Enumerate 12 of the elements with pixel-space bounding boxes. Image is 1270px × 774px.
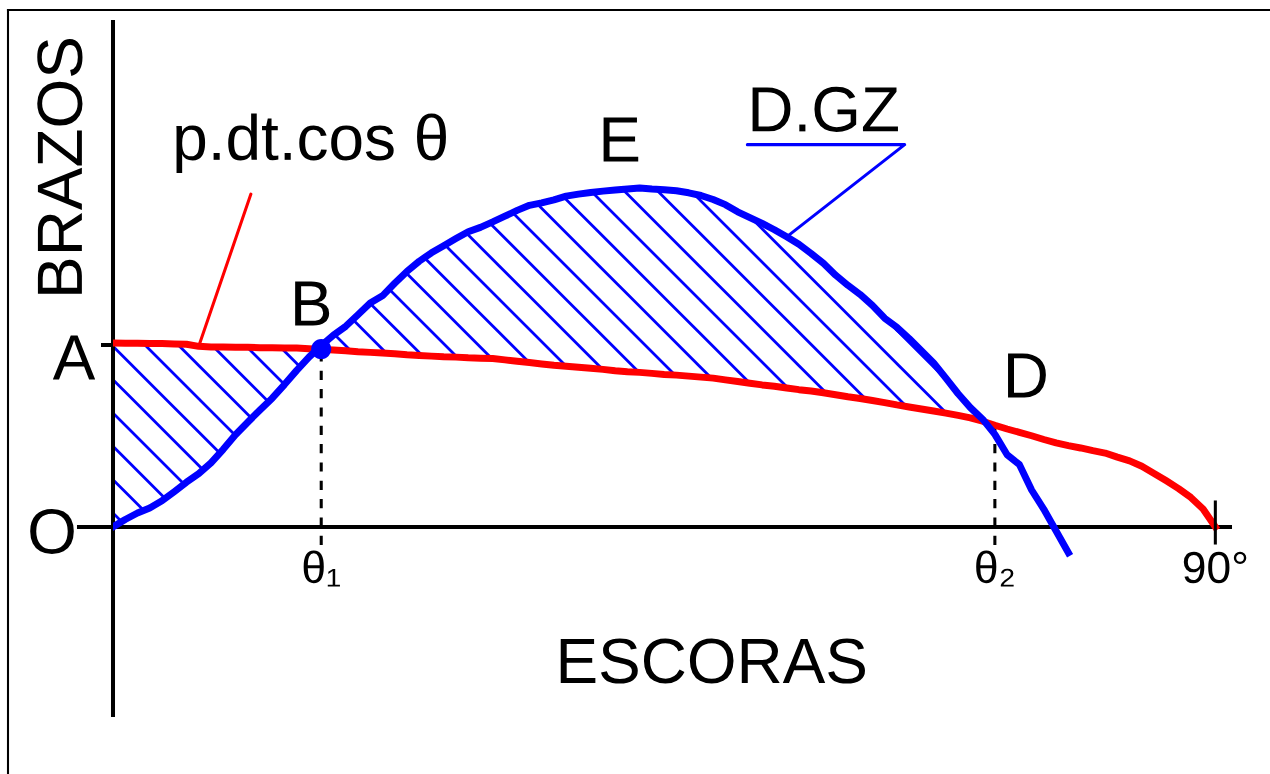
text: A bbox=[52, 335, 96, 380]
x-tick-label: θ₂ bbox=[976, 550, 1014, 587]
text: p.dt.cos θ bbox=[176, 113, 446, 174]
y-axis-title: BRAZOS bbox=[37, 39, 83, 294]
annotation: E bbox=[603, 117, 639, 162]
annotation: B bbox=[295, 281, 330, 326]
x-axis-title: ESCORAS bbox=[560, 638, 865, 684]
text: O bbox=[30, 508, 74, 555]
annotation: D bbox=[1008, 353, 1046, 398]
x-tick-label: 90° bbox=[1183, 551, 1247, 584]
x-tick-label: θ₁ bbox=[303, 550, 340, 587]
series-label: D.GZ bbox=[752, 86, 898, 132]
